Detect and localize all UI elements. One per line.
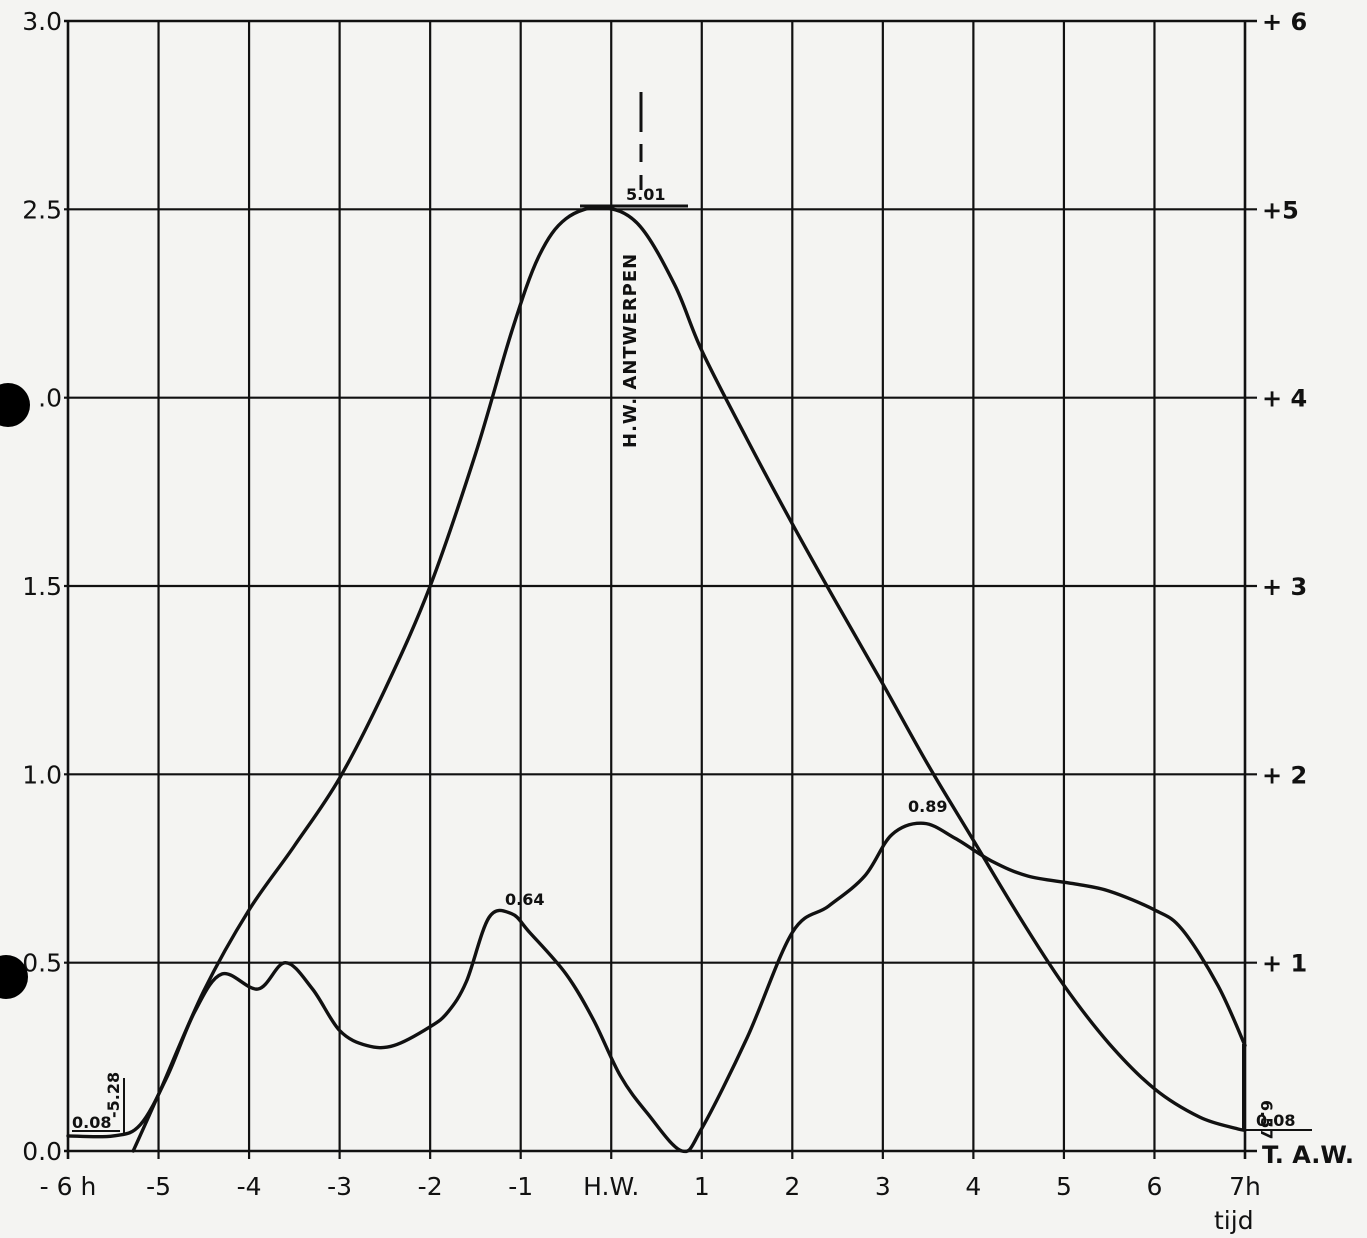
right-low-label: 0.08 [1256, 1111, 1295, 1130]
x-tick-label: H.W. [583, 1172, 639, 1201]
x-axis-title: tijd [1214, 1206, 1254, 1235]
y-left-tick-label: 2.5 [22, 195, 62, 224]
y-left-tick-label: 0.5 [22, 949, 62, 978]
x-tick-label: 2 [784, 1172, 800, 1201]
peak-value-label: 5.01 [626, 185, 665, 204]
x-tick-label: -3 [327, 1172, 352, 1201]
y-right-tick-label: +5 [1262, 196, 1299, 224]
punch-hole-bottom [0, 955, 28, 999]
x-tick-label: 3 [875, 1172, 891, 1201]
punch-hole-top [0, 383, 30, 427]
x-tick-label: -1 [508, 1172, 533, 1201]
y-left-tick-label: 1.0 [22, 760, 62, 789]
x-tick-label: 4 [965, 1172, 981, 1201]
x-tick-label: -2 [418, 1172, 443, 1201]
left-time-label: -5.28 [104, 1072, 123, 1118]
x-tick-label: 1 [694, 1172, 710, 1201]
x-tick-label: 7h [1229, 1172, 1261, 1201]
y-left-tick-label: .0 [38, 384, 62, 413]
y-left-tick-label: 1.5 [22, 572, 62, 601]
grid-lines [64, 19, 1257, 1159]
y-right-tick-label: + 3 [1262, 573, 1307, 601]
x-tick-label: -5 [146, 1172, 171, 1201]
hw-antwerpen-label: H.W. ANTWERPEN [620, 253, 641, 448]
y-right-tick-label: + 4 [1262, 385, 1307, 413]
y-left-tick-label: 0.0 [22, 1137, 62, 1166]
left-low-label: 0.08 [72, 1113, 111, 1132]
tick-labels: - 6 h -5 -4 -3 -2 -1 H.W. 1 2 3 4 5 6 7h 0.0 0.5 1.0 1.5.… [22, 7, 1307, 1201]
y-right-tick-label: + 2 [1262, 761, 1307, 789]
x-tick-label: - 6 h [40, 1172, 97, 1201]
y-right-tick-label: + 1 [1262, 950, 1307, 978]
velocity-curve [66, 821, 1247, 1154]
water-level-curve [131, 205, 1247, 1153]
x-tick-label: -4 [237, 1172, 262, 1201]
y-left-tick-label: 3.0 [22, 7, 62, 36]
max-2-label: 0.89 [908, 797, 947, 816]
x-tick-label: 5 [1056, 1172, 1072, 1201]
max-1-label: 0.64 [505, 890, 544, 909]
right-time-label: 6.57 [1257, 1100, 1276, 1139]
y-right-tick-label: + 6 [1262, 8, 1307, 36]
annotations: 0.08 -5.28 5.01 H.W. ANTWERPEN 0.64 0.89… [72, 92, 1354, 1235]
right-axis-label: T. A.W. [1262, 1141, 1354, 1169]
series-lines [66, 205, 1247, 1154]
x-tick-label: 6 [1147, 1172, 1163, 1201]
